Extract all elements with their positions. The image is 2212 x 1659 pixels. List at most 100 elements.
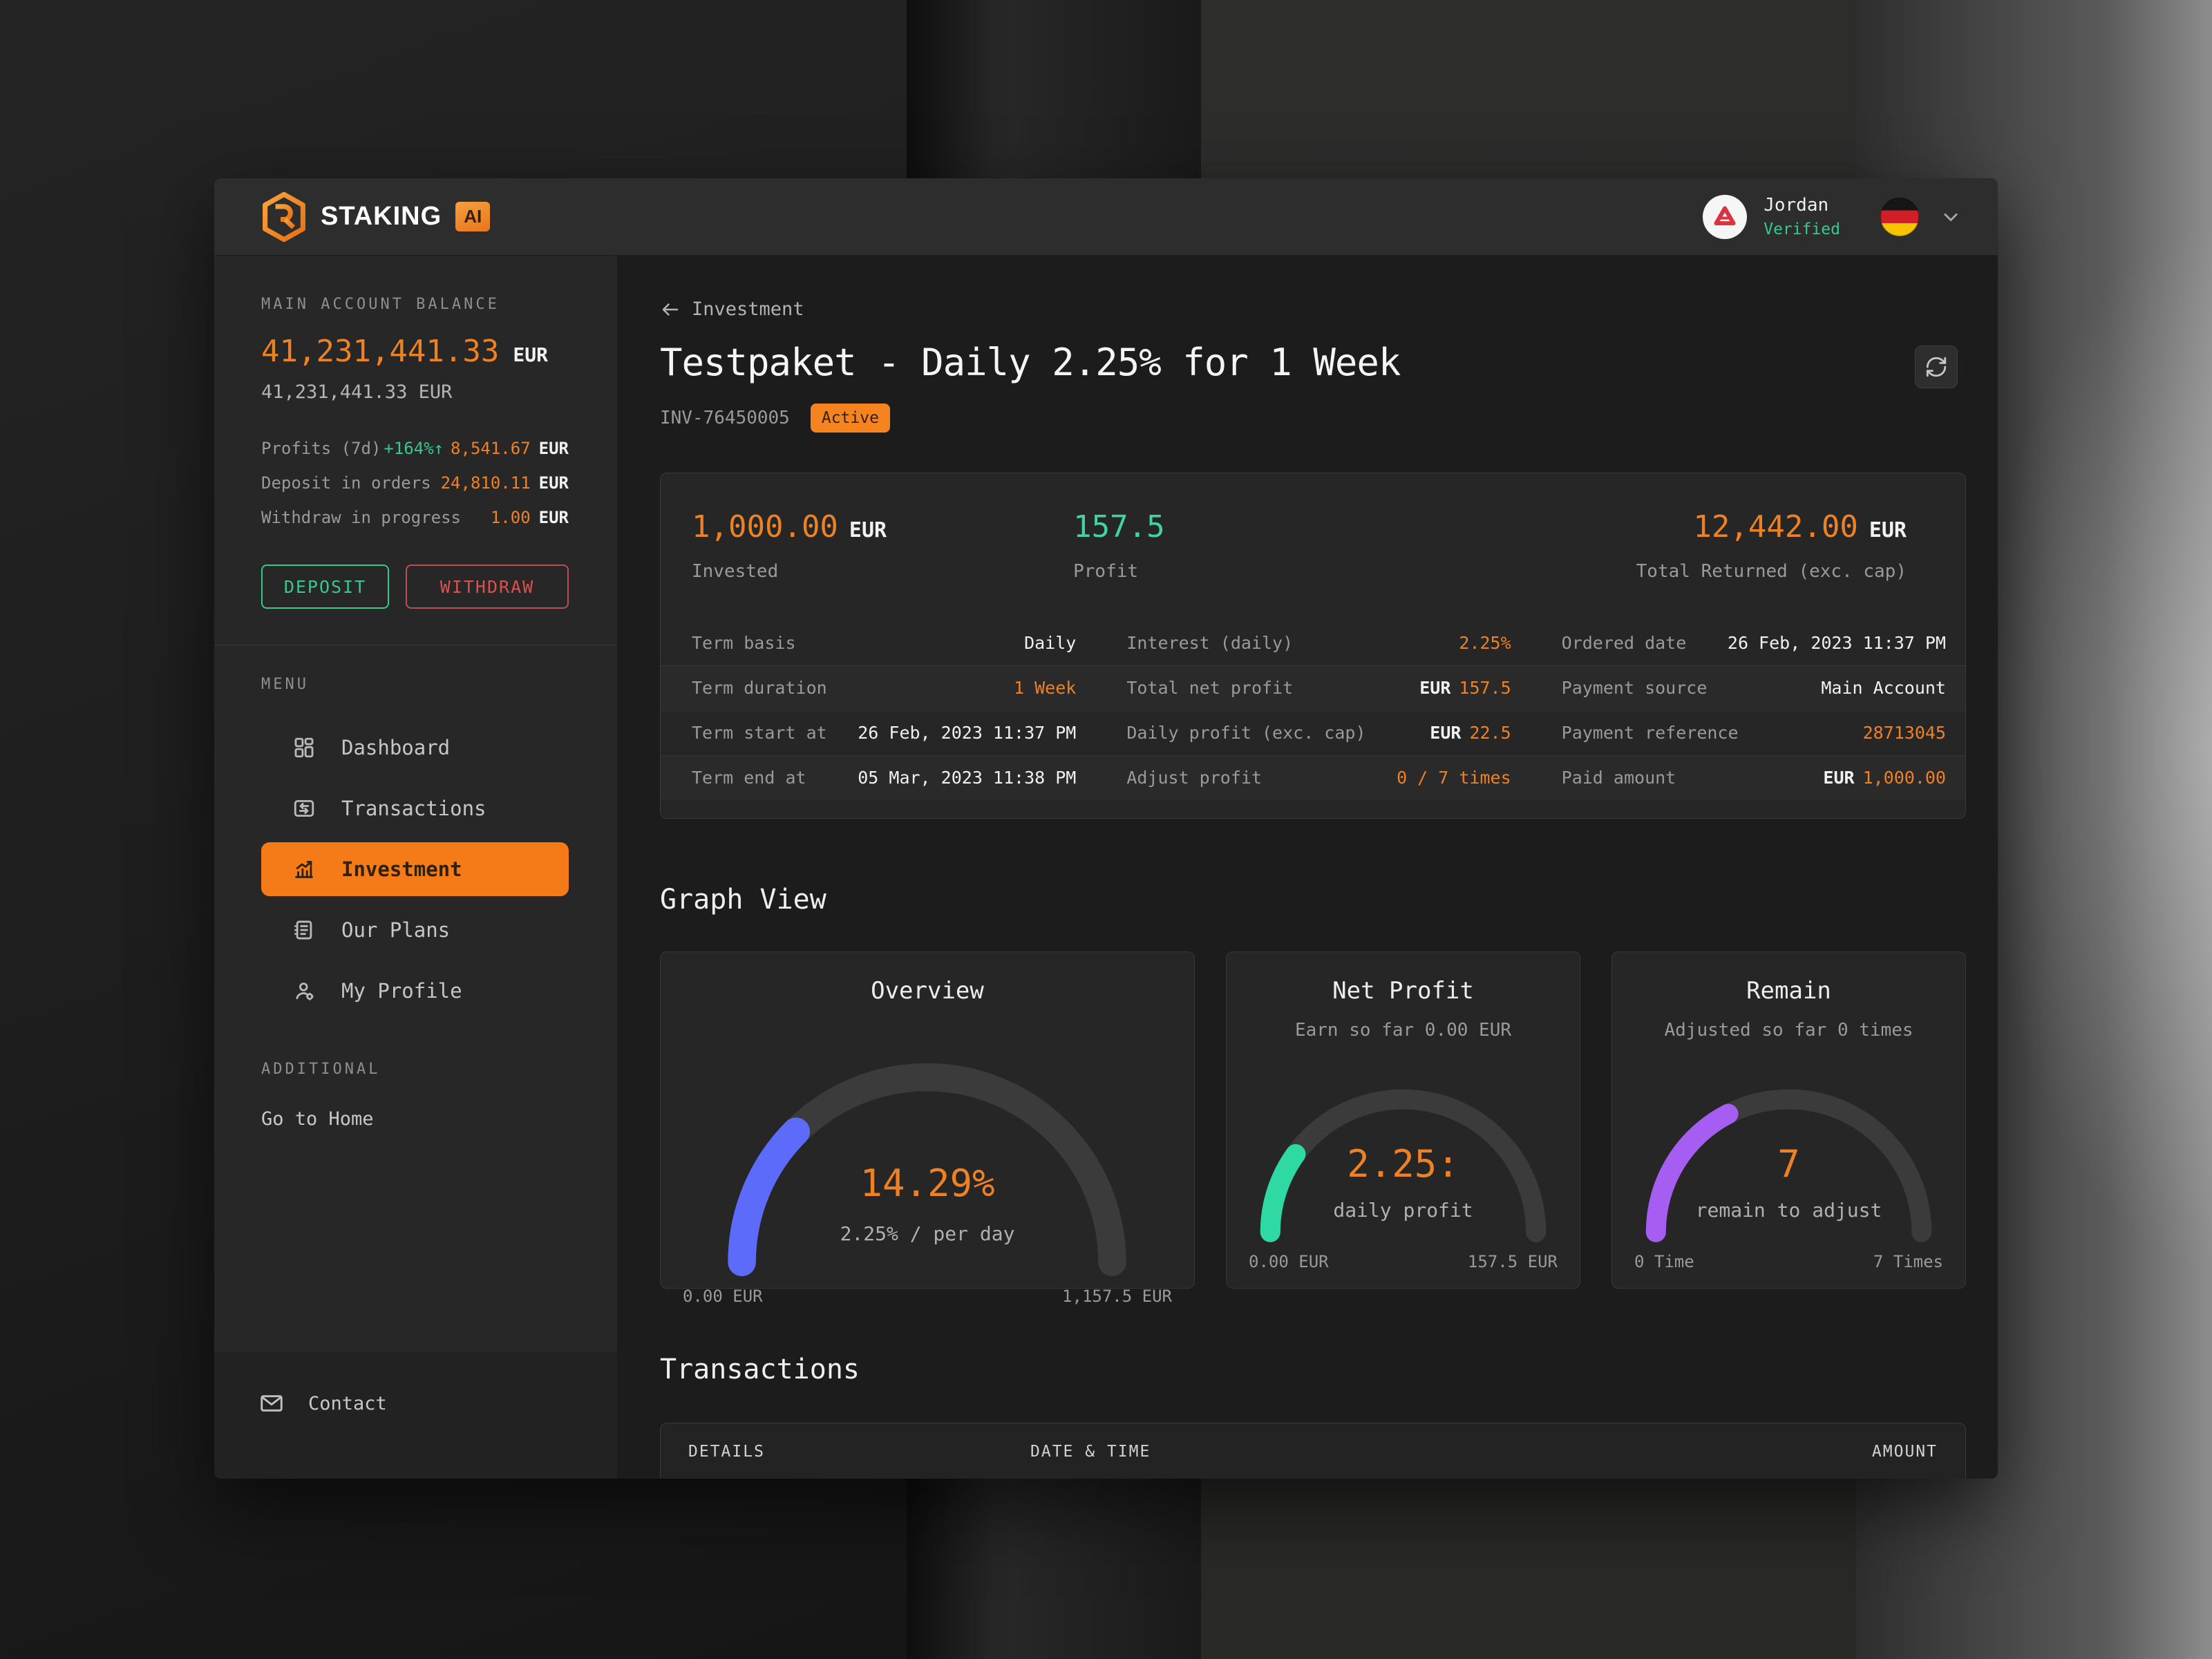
gauge-card-net-profit: Net Profit Earn so far 0.00 EUR 2.25: da… (1226, 951, 1580, 1289)
detail-cell-payment-reference: Payment reference 28713045 (1561, 723, 1946, 743)
withdraw-button[interactable]: WITHDRAW (406, 565, 569, 609)
user-meta: Jordan Verified (1764, 195, 1840, 238)
balance-section: MAIN ACCOUNT BALANCE 41,231,441.33 EUR 4… (214, 256, 617, 609)
refresh-button[interactable] (1915, 345, 1958, 388)
balance-stats: Profits (7d) +164%↑ 8,541.67 EUR Deposit… (261, 439, 569, 527)
profit-block: 157.5 Profit (1073, 509, 1165, 582)
balance-actions: DEPOSIT WITHDRAW (261, 565, 569, 609)
chevron-down-icon[interactable] (1938, 205, 1963, 229)
detail-row: Term basis Daily Interest (daily) 2.25% … (661, 620, 1965, 665)
detail-cell-term-duration: Term duration 1 Week (692, 678, 1077, 698)
stat-profits-7d: Profits (7d) +164%↑ 8,541.67 EUR (261, 439, 569, 458)
column-date-time: DATE & TIME (1030, 1442, 1151, 1461)
brand-name: STAKING (321, 202, 442, 231)
gauge-sublabel: remain to adjust (1695, 1198, 1882, 1222)
detail-cell-term-basis: Term basis Daily (692, 632, 1077, 653)
transactions-table-header: DETAILS DATE & TIME AMOUNT (661, 1423, 1965, 1477)
detail-cell-interest-daily: Interest (daily) 2.25% (1126, 632, 1511, 653)
gauge-value: 14.29% (860, 1162, 995, 1206)
additional-label: ADDITIONAL (261, 1061, 381, 1078)
sidebar-item-my-profile[interactable]: My Profile (261, 964, 569, 1018)
invested-block: 1,000.00 EUR Invested (692, 509, 887, 582)
staking-logo-icon (261, 191, 307, 243)
investment-summary-card: 1,000.00 EUR Invested 157.5 Profit (660, 472, 1966, 819)
sidebar-item-investment[interactable]: Investment (261, 842, 569, 896)
graph-view-heading: Graph View (660, 883, 826, 916)
summary-totals: 1,000.00 EUR Invested 157.5 Profit (661, 509, 1965, 582)
investment-details-table: Term basis Daily Interest (daily) 2.25% … (661, 620, 1965, 800)
go-to-home-link[interactable]: Go to Home (261, 1108, 374, 1130)
menu-label: MENU (261, 676, 309, 693)
gauge-sublabel: daily profit (1333, 1198, 1473, 1222)
subtitle-row: INV-76450005 Active (660, 403, 1966, 433)
profit-value: 157.5 (1073, 509, 1165, 544)
balance-main: 41,231,441.33 EUR (261, 334, 569, 369)
avatar-logo-icon (1714, 206, 1736, 225)
avatar[interactable] (1703, 194, 1748, 239)
german-flag-icon[interactable] (1880, 197, 1919, 236)
detail-cell-daily-profit: Daily profit (exc. cap) EUR 22.5 (1126, 723, 1511, 743)
balance-amount: 41,231,441.33 (261, 334, 500, 369)
detail-cell-adjust-profit: Adjust profit 0 / 7 times (1126, 768, 1511, 788)
total-returned-value: 12,442.00 (1693, 509, 1858, 544)
arrow-left-icon (662, 303, 679, 316)
plans-document-icon (292, 918, 316, 942)
ai-badge: AI (455, 202, 491, 231)
user-verified-badge: Verified (1764, 220, 1840, 238)
gauge-min-label: 0 Time (1634, 1251, 1694, 1271)
deposit-button[interactable]: DEPOSIT (261, 565, 389, 609)
detail-cell-total-net-profit: Total net profit EUR 157.5 (1126, 678, 1511, 698)
sidebar-item-transactions[interactable]: Transactions (261, 781, 569, 835)
gauges-row: Overview 14.29% 2.25% / per day 0.00 EUR… (660, 951, 1966, 1306)
user-name: Jordan (1764, 195, 1829, 216)
column-amount: AMOUNT (1871, 1442, 1938, 1461)
brand-logo[interactable]: STAKING AI (261, 191, 491, 243)
back-link[interactable]: Investment (660, 298, 804, 320)
app-window: STAKING AI Jordan Verified (214, 178, 1998, 1479)
sidebar-item-dashboard[interactable]: Dashboard (261, 721, 569, 775)
investment-reference: INV-76450005 (660, 407, 790, 428)
gauge-max-label: 7 Times (1873, 1251, 1943, 1271)
total-returned-block: 12,442.00 EUR Total Returned (exc. cap) (1636, 509, 1907, 582)
balance-secondary: 41,231,441.33 EUR (261, 381, 453, 403)
detail-cell-term-start: Term start at 26 Feb, 2023 11:37 PM (692, 723, 1077, 743)
menu-list: Dashboard Transactions (261, 721, 569, 1018)
main-content: Investment Testpaket - Daily 2.25% for 1… (617, 256, 1998, 1479)
user-menu[interactable]: Jordan Verified (1703, 194, 1963, 239)
gauge-value: 2.25: (1347, 1141, 1459, 1186)
invested-value: 1,000.00 (692, 509, 838, 544)
detail-row: Term duration 1 Week Total net profit EU… (661, 665, 1965, 710)
gauge-max-label: 157.5 EUR (1467, 1251, 1558, 1271)
net-profit-gauge: 2.25: daily profit (1249, 1073, 1558, 1246)
gauge-sublabel: 2.25% / per day (840, 1222, 1015, 1246)
profile-gear-icon (292, 978, 316, 1003)
status-badge: Active (810, 403, 890, 433)
gauge-value: 7 (1777, 1141, 1800, 1186)
overview-gauge: 14.29% 2.25% / per day (683, 1041, 1172, 1282)
detail-cell-ordered-date: Ordered date 26 Feb, 2023 11:37 PM (1561, 632, 1946, 653)
investment-chart-icon (292, 857, 316, 882)
remain-gauge: 7 remain to adjust (1634, 1073, 1943, 1246)
sidebar: MAIN ACCOUNT BALANCE 41,231,441.33 EUR 4… (214, 256, 617, 1479)
page-title: Testpaket - Daily 2.25% for 1 Week (660, 340, 1401, 384)
detail-cell-term-end: Term end at 05 Mar, 2023 11:38 PM (692, 768, 1077, 788)
menu-section: MENU Dashboard (214, 645, 617, 1018)
gauge-max-label: 1,157.5 EUR (1062, 1287, 1172, 1307)
contact-link[interactable]: Contact (214, 1351, 617, 1479)
gauge-card-overview: Overview 14.29% 2.25% / per day 0.00 EUR… (660, 951, 1195, 1306)
additional-section: ADDITIONAL Go to Home (214, 1018, 617, 1130)
sidebar-item-our-plans[interactable]: Our Plans (261, 903, 569, 957)
gauge-min-label: 0.00 EUR (1249, 1251, 1329, 1271)
column-details: DETAILS (688, 1442, 765, 1461)
detail-row: Term start at 26 Feb, 2023 11:37 PM Dail… (661, 710, 1965, 755)
dashboard-grid-icon (292, 735, 316, 760)
back-link-label: Investment (692, 298, 804, 320)
refresh-icon (1926, 357, 1947, 377)
detail-cell-paid-amount: Paid amount EUR 1,000.00 (1561, 768, 1946, 788)
topbar: STAKING AI Jordan Verified (214, 178, 1998, 256)
profit-percent-badge: +164%↑ (384, 439, 444, 458)
detail-cell-payment-source: Payment source Main Account (1561, 678, 1946, 698)
transactions-icon (292, 796, 316, 821)
stat-deposit-in-orders: Deposit in orders 24,810.11 EUR (261, 473, 569, 493)
balance-currency: EUR (513, 343, 548, 366)
